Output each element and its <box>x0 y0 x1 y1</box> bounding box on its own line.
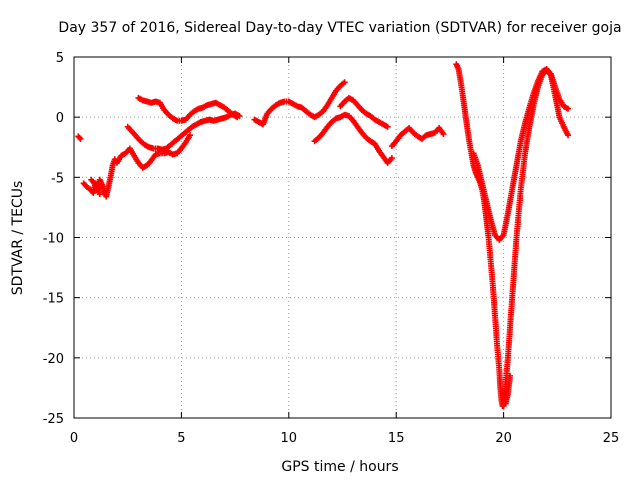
y-tick-label: 5 <box>56 51 64 66</box>
data-point-marker <box>565 132 572 139</box>
data-point-marker <box>77 135 84 142</box>
data-point-marker <box>388 155 395 162</box>
data-point-marker <box>186 132 193 139</box>
data-point-marker <box>341 79 348 86</box>
axis-ticks: 0 5 10 15 20 25 5 0 -5 -10 -15 -20 -25 <box>43 51 620 446</box>
data-point-marker <box>384 123 391 130</box>
y-tick-label: -25 <box>43 412 64 427</box>
data-point-marker <box>76 134 83 141</box>
x-tick-label: 20 <box>495 431 512 446</box>
y-axis-label: SDTVAR / TECUs <box>10 181 26 296</box>
data-point-marker <box>234 114 241 121</box>
x-tick-label: 15 <box>388 431 405 446</box>
data-point-marker <box>565 105 572 112</box>
x-axis-label: GPS time / hours <box>281 459 398 475</box>
x-tick-label: 10 <box>281 431 298 446</box>
y-tick-label: -5 <box>51 171 64 186</box>
y-tick-label: -20 <box>43 352 64 367</box>
x-tick-label: 25 <box>603 431 620 446</box>
data-point-marker <box>96 191 103 198</box>
data-points <box>75 61 572 409</box>
y-tick-label: -10 <box>43 232 64 247</box>
y-tick-label: -15 <box>43 292 64 307</box>
y-tick-label: 0 <box>56 111 64 126</box>
chart-title: Day 357 of 2016, Sidereal Day-to-day VTE… <box>58 20 621 36</box>
data-point-marker <box>440 131 447 138</box>
x-tick-label: 0 <box>70 431 78 446</box>
x-tick-label: 5 <box>177 431 185 446</box>
